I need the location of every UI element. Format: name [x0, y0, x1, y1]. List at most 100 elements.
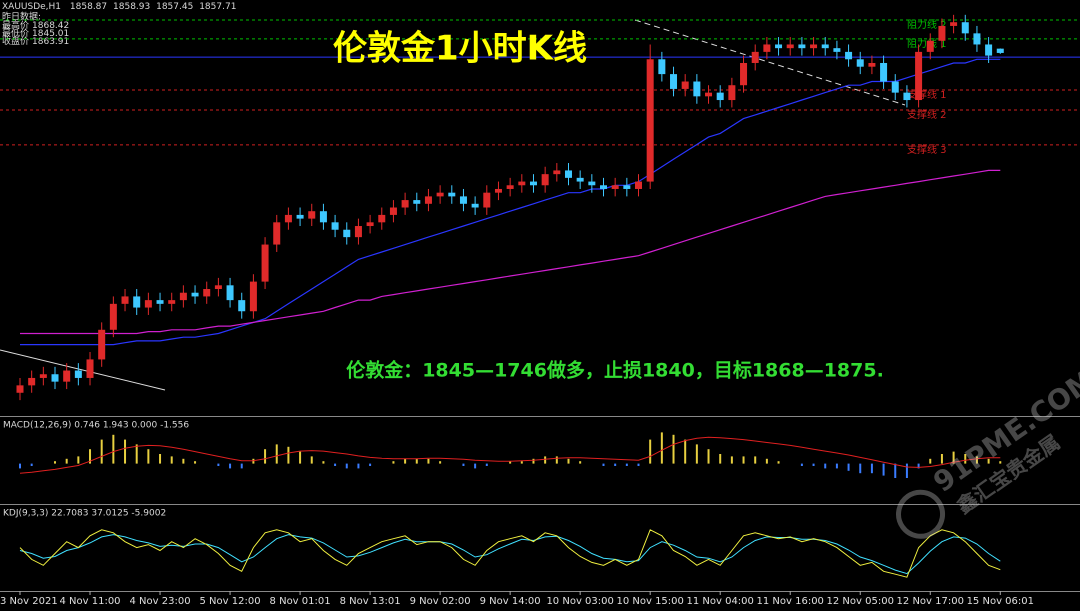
level-label: 支撑线 2: [907, 108, 947, 121]
candle-body: [378, 214, 386, 223]
candle-body: [635, 181, 643, 189]
candle-body: [670, 74, 678, 89]
candle-body: [39, 374, 47, 378]
symbol: XAUUSDe,H1: [2, 2, 61, 12]
candle-body: [845, 51, 853, 60]
x-tick-label: 12 Nov 17:00: [897, 596, 964, 607]
candle-body: [681, 81, 689, 89]
item-label: 最高价: [2, 19, 29, 31]
candle-body: [436, 192, 444, 197]
yesterday-title: 昨日数据:: [2, 11, 41, 23]
candle-body: [284, 214, 292, 223]
moving-average: [20, 169, 1001, 335]
macd-line: [19, 436, 1001, 474]
x-tick-label: 9 Nov 02:00: [410, 596, 471, 607]
x-tick-label: 8 Nov 01:01: [270, 596, 331, 607]
close-value: 1857.71: [199, 2, 236, 12]
candle-body: [950, 22, 958, 26]
candle-body: [541, 174, 549, 186]
candle-body: [366, 222, 374, 227]
item-value: 1863.91: [32, 37, 69, 47]
candle-body: [728, 85, 736, 101]
candle-body: [459, 196, 467, 204]
candle-body: [296, 214, 304, 219]
moving-average: [20, 58, 1001, 346]
open-value: 1858.87: [70, 2, 107, 12]
level-label: 阻力线 2: [907, 18, 947, 31]
candle-body: [973, 33, 981, 45]
candle-body: [821, 44, 829, 49]
candle-body: [623, 185, 631, 189]
candle-body: [319, 211, 327, 223]
candle-body: [51, 374, 59, 382]
candle-body: [413, 200, 421, 204]
level-label: 支撑线 3: [907, 143, 947, 156]
candle-body: [786, 44, 794, 49]
candle-body: [506, 185, 514, 189]
candle-body: [471, 203, 479, 208]
kdj-k-line: [19, 529, 1001, 578]
x-tick-label: 3 Nov 2021: [0, 596, 58, 607]
candle-body: [740, 62, 748, 86]
chart-title: 伦敦金1小时K线: [333, 29, 587, 69]
candle-body: [810, 44, 818, 49]
candle-body: [249, 281, 257, 312]
candle-body: [179, 292, 187, 301]
level-label: 支撑线 1: [907, 88, 947, 101]
candle-body: [798, 44, 806, 49]
candle-body: [716, 92, 724, 101]
candle-body: [203, 289, 211, 297]
annotation: 伦敦金：1845—1746做多，止损1840，目标1868—1875.: [346, 359, 884, 382]
candle-body: [961, 22, 969, 34]
candle-body: [424, 196, 432, 204]
candle-body: [880, 62, 888, 82]
candle-body: [343, 229, 351, 238]
candle-body: [611, 185, 619, 189]
candle-body: [985, 44, 993, 56]
candle-body: [576, 177, 584, 182]
candle-body: [28, 377, 36, 386]
candle-body: [448, 192, 456, 197]
candle-body: [168, 300, 176, 304]
candle-body: [996, 48, 1004, 53]
candle-body: [74, 370, 82, 378]
candle-body: [775, 44, 783, 49]
yesterday-item: 收盘价 1863.91: [2, 35, 69, 47]
x-tick-label: 8 Nov 13:01: [340, 596, 401, 607]
candle-body: [16, 385, 24, 393]
candle-body: [705, 92, 713, 97]
candle-body: [868, 62, 876, 67]
candle-body: [98, 329, 106, 360]
item-label: 收盘价: [2, 35, 29, 47]
candle-body: [564, 170, 572, 178]
yesterday-item: 最低价 1845.01: [2, 27, 69, 39]
candle-body: [483, 192, 491, 208]
candle-body: [763, 44, 771, 52]
trend-line: [0, 349, 166, 391]
candle-body: [226, 285, 234, 301]
x-tick-label: 12 Nov 05:00: [827, 596, 894, 607]
x-tick-label: 10 Nov 03:00: [546, 596, 613, 607]
item-value: 1868.42: [32, 21, 69, 31]
x-tick-label: 4 Nov 23:00: [130, 596, 191, 607]
candle-body: [331, 222, 339, 230]
candle-body: [86, 359, 94, 378]
x-tick-label: 10 Nov 15:00: [616, 596, 683, 607]
candle-body: [133, 296, 141, 308]
kdj-label: KDJ(9,3,3) 22.7083 37.0125 -5.9002: [3, 509, 166, 519]
x-tick-label: 9 Nov 14:00: [480, 596, 541, 607]
yesterday-item: 最高价 1868.42: [2, 19, 69, 31]
candle-body: [891, 81, 899, 93]
candle-body: [529, 181, 537, 186]
candle-body: [63, 370, 71, 382]
item-value: 1845.01: [32, 29, 69, 39]
candle-body: [646, 59, 654, 182]
candle-body: [494, 188, 502, 193]
candle-body: [856, 59, 864, 67]
trend-line: [634, 19, 906, 106]
candle-body: [144, 300, 152, 308]
low-value: 1857.45: [156, 2, 193, 12]
